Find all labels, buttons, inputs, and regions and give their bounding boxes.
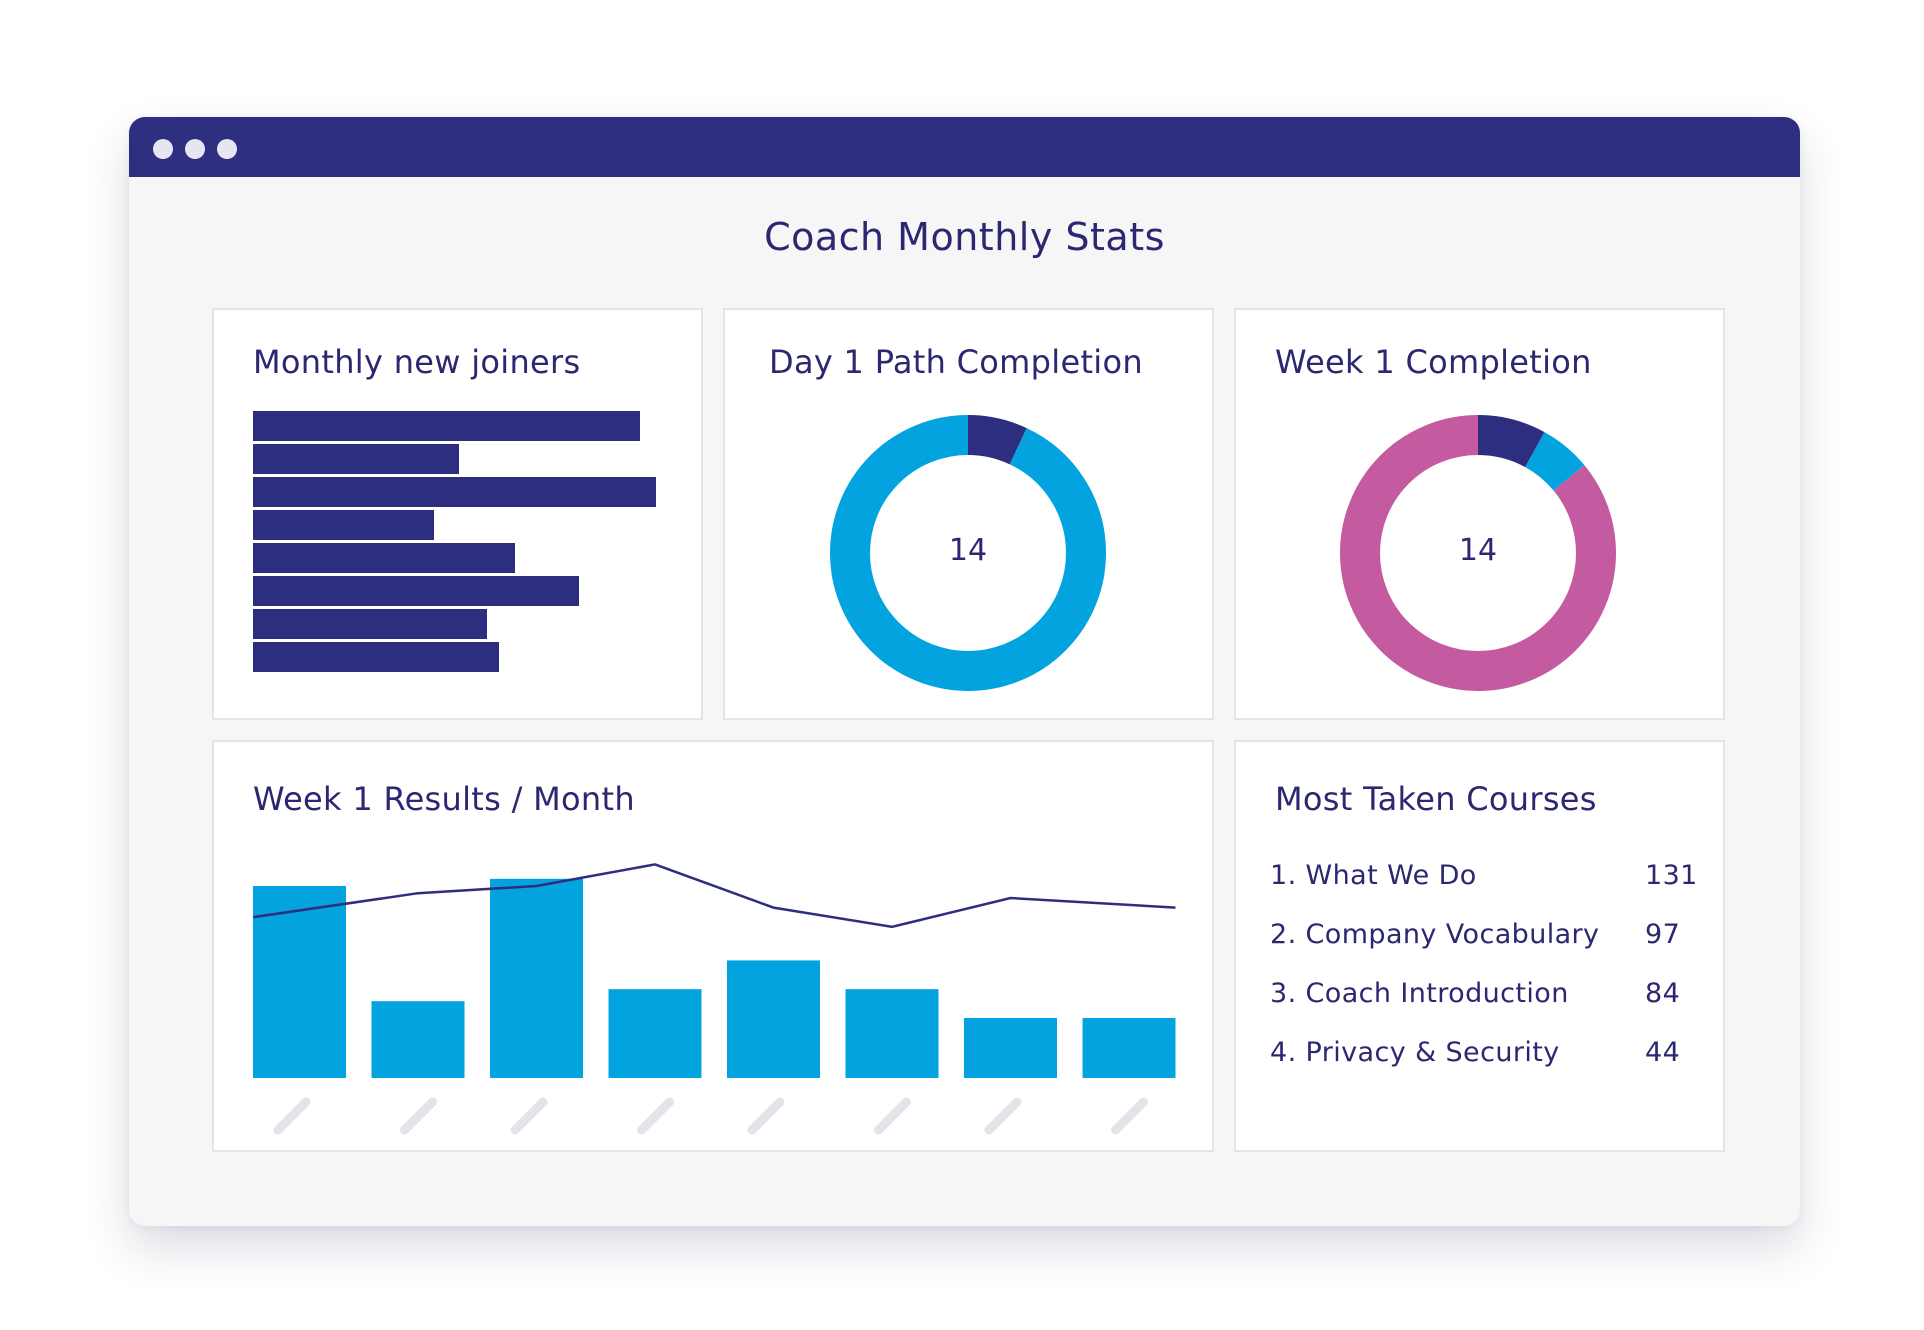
card-title: Most Taken Courses (1275, 780, 1597, 818)
day1-donut-chart (830, 415, 1106, 691)
results-bar (490, 878, 583, 1078)
course-count: 97 (1645, 919, 1681, 950)
joiners-bar (253, 477, 656, 507)
x-tick-placeholder (510, 1097, 548, 1135)
x-tick-placeholder (984, 1097, 1022, 1135)
course-count: 84 (1645, 978, 1681, 1009)
course-label: 2. Company Vocabulary (1270, 919, 1600, 950)
app-window: Coach Monthly Stats Monthly new joiners … (129, 117, 1800, 1226)
results-trend-line (252, 863, 1176, 929)
results-bar (1082, 1018, 1176, 1078)
course-count: 44 (1645, 1037, 1681, 1068)
window-dot-close[interactable] (153, 139, 173, 159)
joiners-bar (253, 543, 515, 573)
window-titlebar (129, 117, 1800, 177)
course-count: 131 (1645, 860, 1698, 891)
card-most-taken-courses: Most Taken Courses 1. What We Do 131 2. … (1234, 740, 1725, 1152)
week1-donut-chart (1340, 415, 1616, 691)
joiners-bar (253, 642, 499, 672)
donut-center-value: 14 (1458, 533, 1498, 568)
x-tick-placeholder (273, 1097, 311, 1135)
card-title: Monthly new joiners (253, 343, 581, 381)
course-row[interactable]: 1. What We Do 131 (1270, 860, 1700, 891)
course-row[interactable]: 4. Privacy & Security 44 (1270, 1037, 1700, 1068)
results-bar (253, 886, 346, 1078)
donut-center-value: 14 (948, 533, 988, 568)
card-week1-completion: Week 1 Completion 14 (1234, 308, 1725, 720)
joiners-bar (253, 609, 487, 639)
donut-slice-segment-c (1340, 415, 1616, 691)
results-bar (845, 989, 939, 1078)
window-dot-maximize[interactable] (217, 139, 237, 159)
course-label: 4. Privacy & Security (1270, 1037, 1560, 1068)
course-label: 1. What We Do (1270, 860, 1477, 891)
card-title: Day 1 Path Completion (769, 343, 1143, 381)
card-title: Week 1 Completion (1275, 343, 1592, 381)
donut-slice-segment-b (830, 415, 1106, 691)
window-dot-minimize[interactable] (185, 139, 205, 159)
results-bar (964, 1018, 1057, 1078)
course-row[interactable]: 2. Company Vocabulary 97 (1270, 919, 1700, 950)
results-bar (608, 989, 702, 1078)
x-tick-placeholder (747, 1097, 785, 1135)
x-tick-placeholder (400, 1097, 437, 1135)
course-row[interactable]: 3. Coach Introduction 84 (1270, 978, 1700, 1009)
course-label: 3. Coach Introduction (1270, 978, 1569, 1009)
joiners-bar (253, 411, 640, 441)
card-monthly-new-joiners: Monthly new joiners (212, 308, 703, 720)
joiners-bar (253, 576, 579, 606)
results-combo-chart (252, 863, 1176, 1135)
card-week1-results-month: Week 1 Results / Month (212, 740, 1214, 1152)
joiners-bar (253, 444, 459, 474)
card-day1-path-completion: Day 1 Path Completion 14 (723, 308, 1214, 720)
page-title: Coach Monthly Stats (764, 215, 1165, 259)
card-title: Week 1 Results / Month (253, 780, 635, 818)
results-bar (371, 1001, 465, 1078)
joiners-bar (253, 510, 434, 540)
results-bar (727, 960, 820, 1078)
x-tick-placeholder (874, 1097, 911, 1135)
x-tick-placeholder (637, 1097, 674, 1135)
x-tick-placeholder (1111, 1097, 1148, 1135)
